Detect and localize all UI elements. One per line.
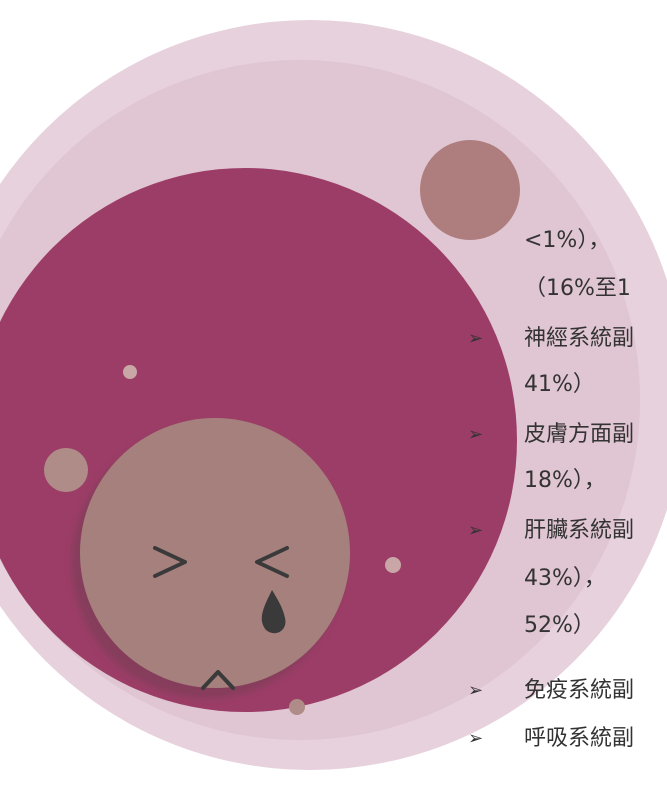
bullet: ➢ <box>468 420 483 450</box>
dot <box>123 365 137 379</box>
line-text: 肝臟系統副 <box>524 516 634 546</box>
bullet: ➢ <box>468 724 483 754</box>
dot <box>289 699 305 715</box>
line-text: 18%）， <box>524 466 606 496</box>
bullet: ➢ <box>468 676 483 706</box>
bullet: ➢ <box>468 324 483 354</box>
small-circle <box>420 140 520 240</box>
line-text: 52%） <box>524 611 595 641</box>
line-text: 皮膚方面副 <box>524 420 634 450</box>
slide: <1%）， （16%至1 ➢ 神經系統副 41%） ➢ 皮膚方面副 18%）， ➢ 肝臟系統副 43… <box>0 0 667 809</box>
line-text: <1%）， <box>524 226 610 256</box>
bullet: ➢ <box>468 516 483 546</box>
dot <box>44 448 88 492</box>
line-text: 神經系統副 <box>524 324 634 354</box>
line-text: 43%）， <box>524 564 606 594</box>
line-text: 41%） <box>524 370 595 400</box>
face <box>80 418 350 688</box>
line-text: 呼吸系統副 <box>524 724 634 754</box>
dot <box>385 557 401 573</box>
line-text: 免疫系統副 <box>524 676 634 706</box>
line-text: （16%至1 <box>524 274 631 304</box>
